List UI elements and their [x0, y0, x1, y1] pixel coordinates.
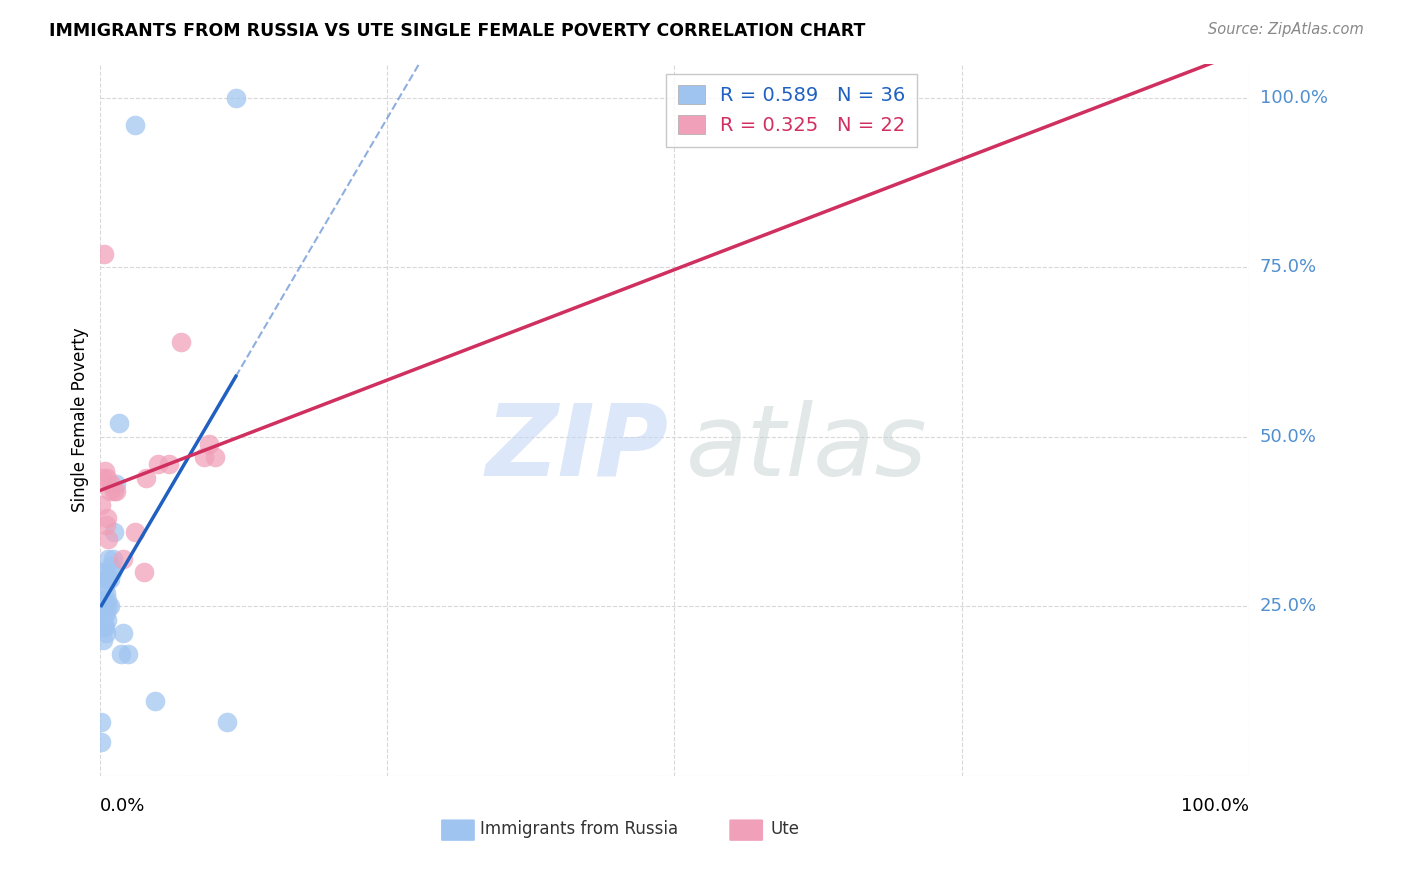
Point [94, 606, 117, 620]
Point [112, 626, 135, 640]
Point [215, 714, 238, 729]
Point [101, 566, 124, 580]
Point [97, 599, 120, 614]
Point [193, 450, 215, 465]
Point [93, 619, 115, 633]
Point [117, 647, 139, 661]
Point [90, 714, 112, 729]
Point [94, 626, 117, 640]
Point [91, 470, 114, 484]
Point [105, 477, 128, 491]
Text: ZIP: ZIP [485, 400, 668, 497]
Point [97, 551, 120, 566]
Point [94, 518, 117, 533]
Text: Immigrants from Russia: Immigrants from Russia [481, 821, 679, 838]
Point [96, 613, 118, 627]
Point [96, 572, 118, 586]
Text: Source: ZipAtlas.com: Source: ZipAtlas.com [1208, 22, 1364, 37]
Text: 100.0%: 100.0% [1260, 89, 1327, 107]
Point [91, 613, 114, 627]
Point [91, 633, 114, 648]
Point [101, 551, 124, 566]
Point [98, 572, 121, 586]
Point [110, 647, 132, 661]
Point [93, 247, 115, 261]
Point [107, 417, 129, 431]
Point [96, 470, 118, 484]
Point [103, 484, 125, 499]
Point [96, 592, 118, 607]
Point [157, 457, 180, 471]
Point [97, 572, 120, 586]
Text: 75.0%: 75.0% [1260, 259, 1317, 277]
Point [91, 592, 114, 607]
Point [96, 511, 118, 525]
Point [94, 464, 117, 478]
Point [90, 498, 112, 512]
Point [105, 484, 128, 499]
Point [90, 735, 112, 749]
Point [94, 599, 117, 614]
Legend: R = 0.589   N = 36, R = 0.325   N = 22: R = 0.589 N = 36, R = 0.325 N = 22 [666, 74, 917, 146]
Text: 100.0%: 100.0% [1181, 797, 1249, 814]
Point [94, 619, 117, 633]
Point [145, 694, 167, 708]
Text: IMMIGRANTS FROM RUSSIA VS UTE SINGLE FEMALE POVERTY CORRELATION CHART: IMMIGRANTS FROM RUSSIA VS UTE SINGLE FEM… [49, 22, 866, 40]
Point [204, 450, 226, 465]
Point [100, 477, 122, 491]
Text: 50.0%: 50.0% [1260, 428, 1316, 446]
Point [94, 585, 117, 599]
Text: 0.0%: 0.0% [100, 797, 146, 814]
Text: atlas: atlas [686, 400, 928, 497]
Point [94, 579, 117, 593]
Point [146, 457, 169, 471]
Point [112, 551, 135, 566]
Point [124, 118, 146, 132]
Point [135, 470, 157, 484]
Point [98, 599, 121, 614]
Point [97, 532, 120, 546]
Point [93, 566, 115, 580]
Y-axis label: Single Female Poverty: Single Female Poverty [72, 327, 89, 512]
Point [93, 592, 115, 607]
Point [198, 436, 221, 450]
Point [94, 566, 117, 580]
Point [124, 524, 146, 539]
Point [225, 91, 247, 105]
Point [132, 566, 155, 580]
Point [100, 558, 122, 573]
Point [170, 334, 193, 349]
Text: Ute: Ute [770, 821, 799, 838]
Point [103, 524, 125, 539]
Text: 25.0%: 25.0% [1260, 598, 1317, 615]
Point [98, 484, 121, 499]
